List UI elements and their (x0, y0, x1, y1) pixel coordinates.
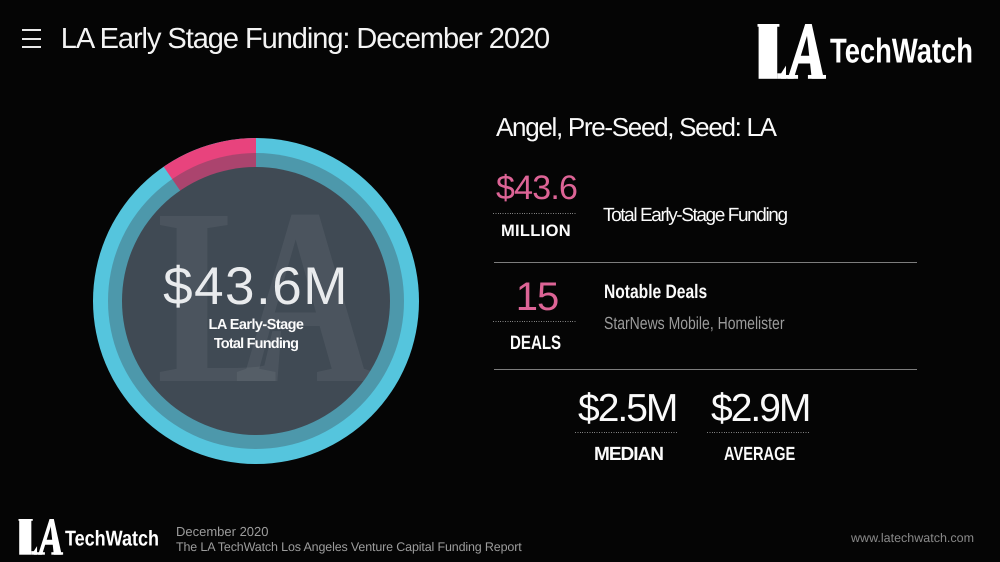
svg-text:TechWatch: TechWatch (830, 33, 973, 71)
svg-text:TechWatch: TechWatch (65, 527, 159, 551)
svg-text:L: L (157, 156, 290, 436)
svg-text:A: A (235, 156, 375, 436)
